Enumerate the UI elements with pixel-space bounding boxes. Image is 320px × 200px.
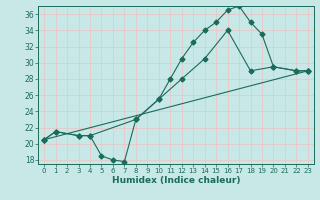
X-axis label: Humidex (Indice chaleur): Humidex (Indice chaleur) <box>112 176 240 185</box>
